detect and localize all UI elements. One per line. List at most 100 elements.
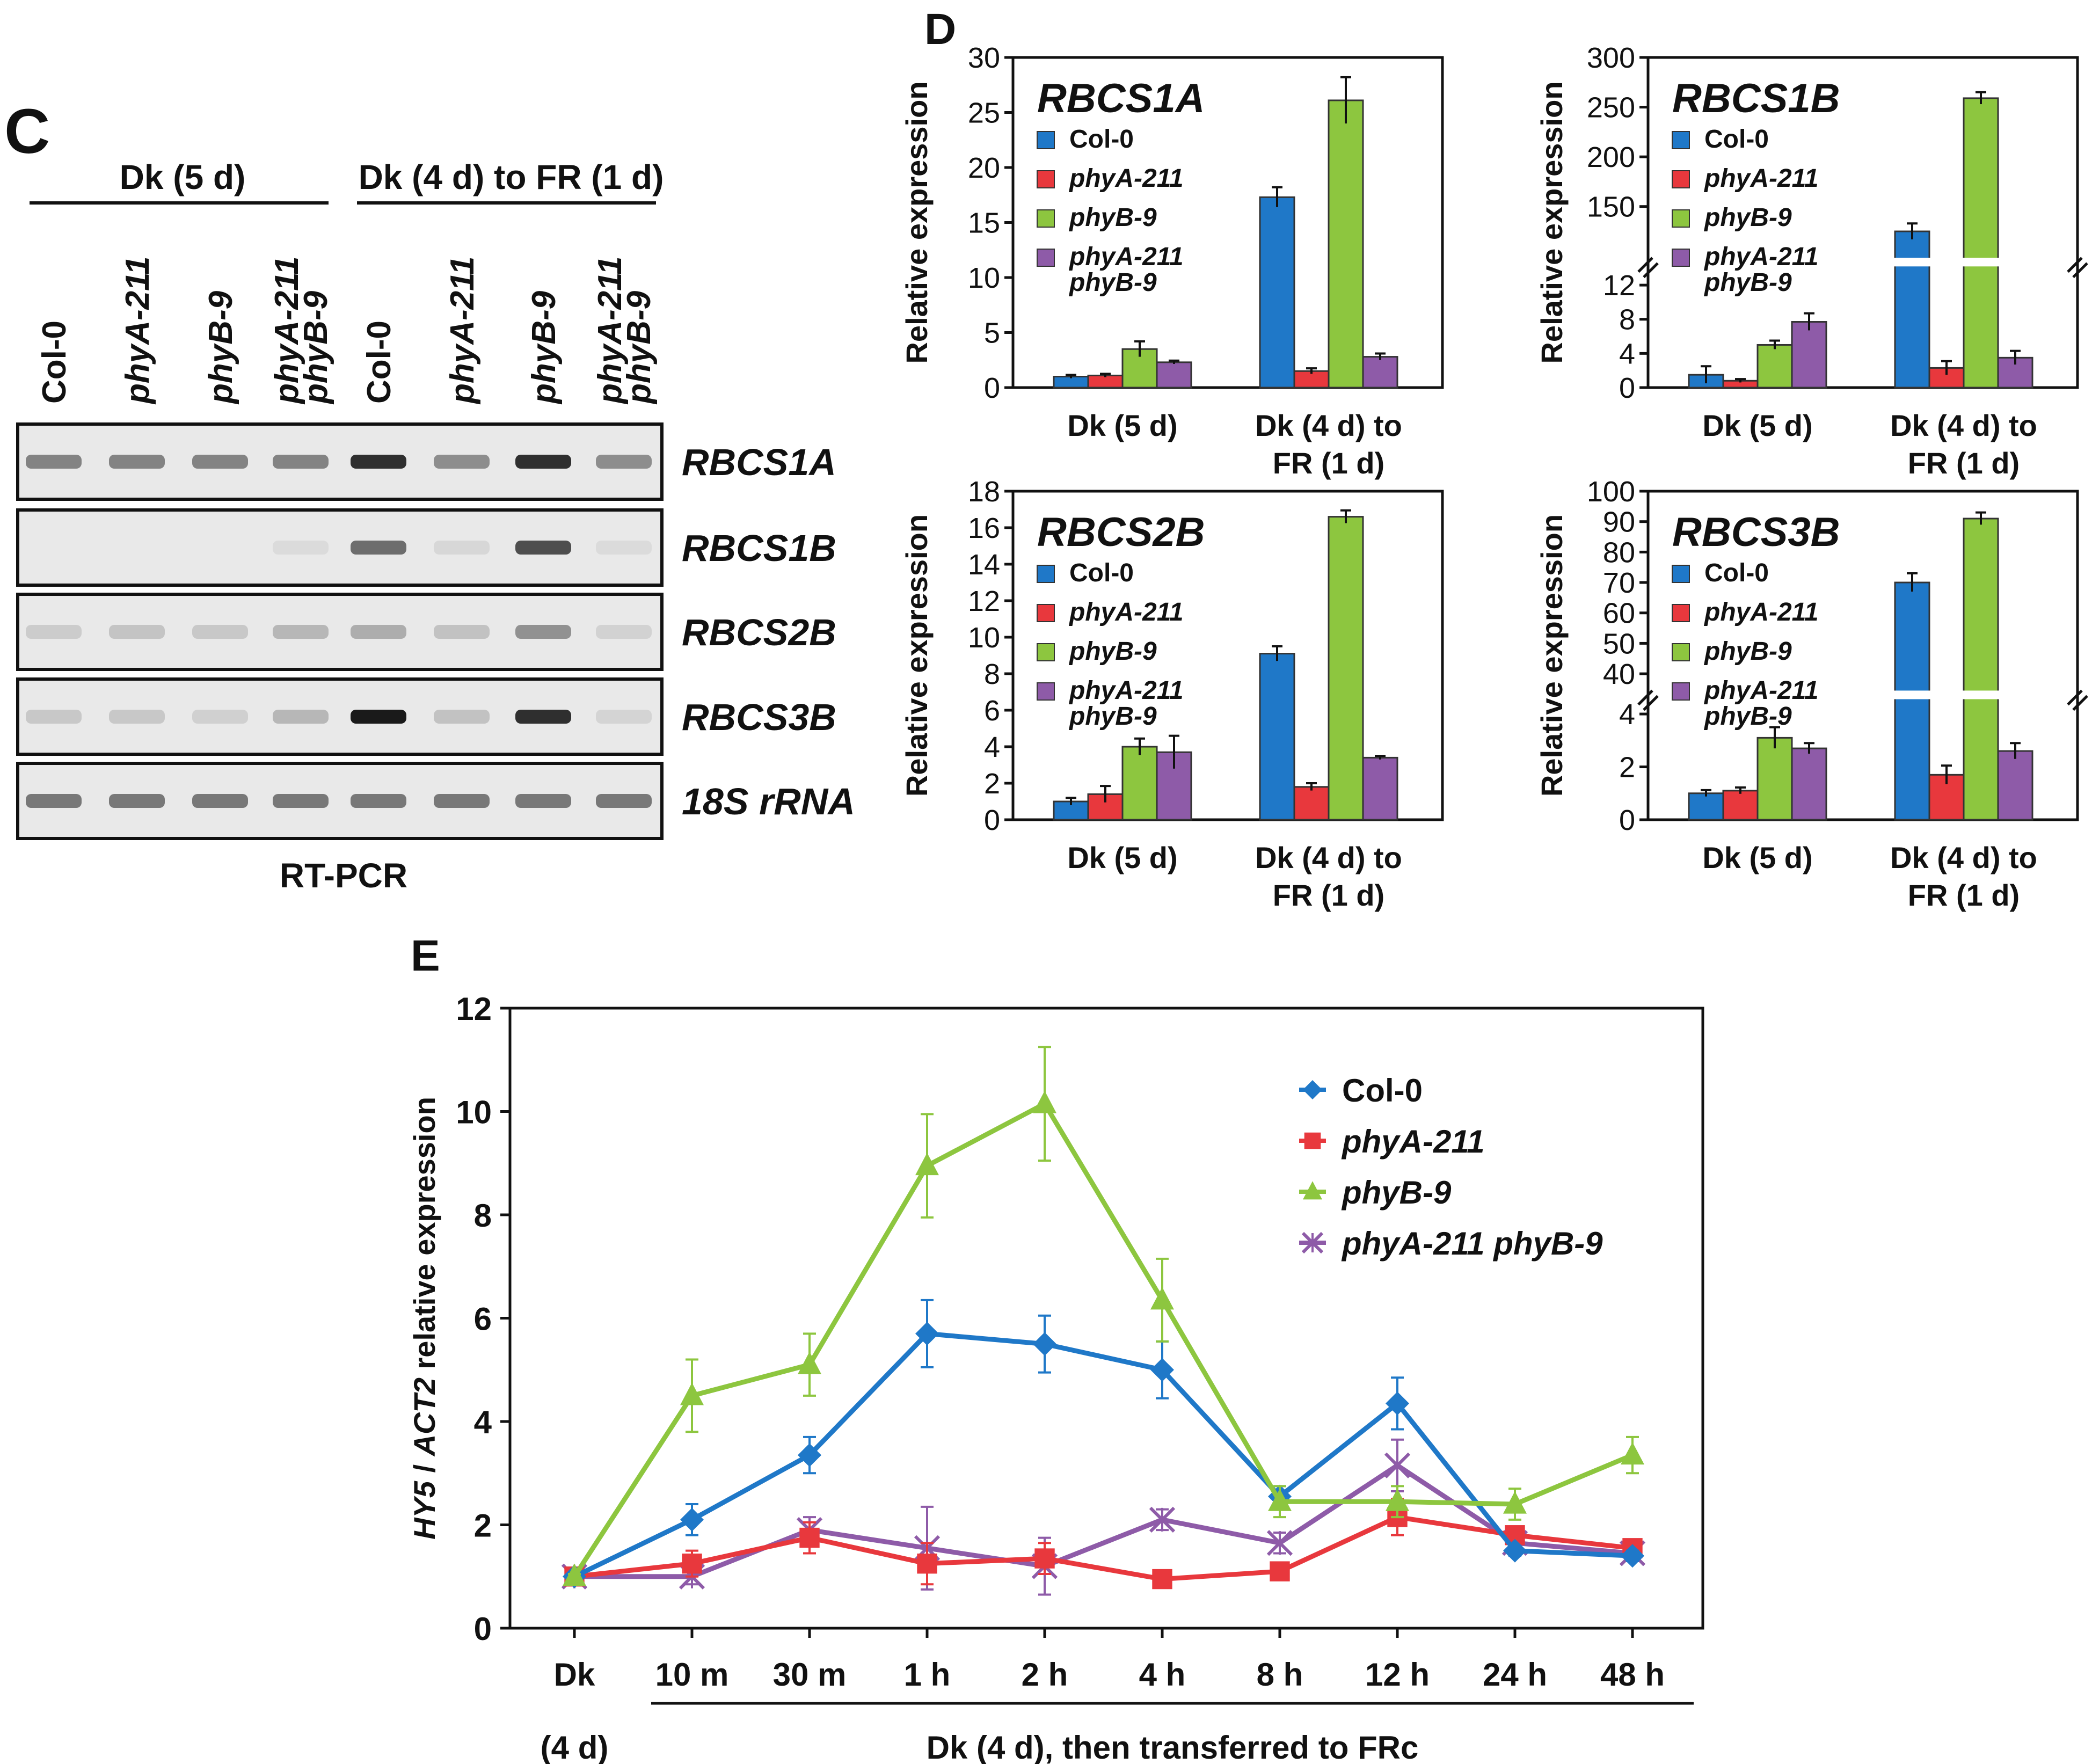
category-label: FR (1 d) [1908,878,2020,912]
category-label: FR (1 d) [1273,446,1384,480]
legend-swatch [1037,209,1055,228]
y-tick-label: 14 [968,549,1000,581]
y-tick-label: 250 [1587,92,1635,124]
legend-label: phyA-211 [1703,676,1819,705]
category-label: FR (1 d) [1273,878,1384,912]
legend-label: phyA-211 [1703,164,1819,193]
data-point [1152,1569,1172,1590]
gel-band [109,794,165,808]
y-tick-label: 15 [968,207,1000,239]
y-tick-label: 4 [1619,338,1635,370]
gel-band [109,710,165,724]
gel-band [515,625,571,639]
y-tick-label: 8 [474,1198,492,1234]
x-tick-label: 2 h [1022,1657,1068,1693]
series-line [574,1514,1633,1582]
data-point [1386,1488,1409,1511]
gel-band [109,625,165,639]
gel-band [515,794,571,808]
y-tick-label: 70 [1603,567,1635,599]
lane-label: Col-0 [36,320,73,404]
bar-chart-rbcs1a: 0 5 10 15 20 25 30 Relative expression Dk (5 d) D… [900,42,1444,480]
y-tick-label: 6 [474,1301,492,1337]
data-point [563,1563,586,1586]
bar [1087,374,1124,389]
legend-label: phyB-9 [1341,1175,1452,1211]
bar [1894,581,1930,821]
legend-label: phyA-211 phyB-9 [1341,1226,1603,1262]
gel-band [515,710,571,724]
gene-label-rbcs1b: RBCS1B [682,527,836,569]
legend-swatch [1672,170,1690,188]
data-point [917,1553,937,1574]
gel-band [596,541,652,555]
panel-e-line-chart: E 0 2 4 6 8 10 12 HY5 / ACT2 relative expressio… [407,931,1704,1764]
y-axis-label-part: HY5 [407,1481,441,1540]
gel-rows: RBCS1A RBCS1B RBCS2B RBCS3B 18S rRNA [16,422,855,840]
bar [1791,747,1827,821]
gel-band [515,455,571,469]
bar [1722,790,1759,821]
y-tick-label: 10 [456,1095,492,1131]
category-label: Dk (5 d) [1702,409,1812,442]
gene-label-rbcs2b: RBCS2B [682,611,836,653]
gel-band [26,794,82,808]
series-phya-211 [564,1498,1643,1590]
gel-band [596,794,652,808]
bar-chart-rbcs2b: 0 2 4 6 8 10 12 14 16 18 Relative expression Dk (5 … [900,476,1444,912]
bar [1963,97,1999,389]
legend-label: Col-0 [1342,1073,1423,1109]
y-tick-label: 200 [1587,141,1635,173]
group-label-dark: Dk (5 d) [120,158,246,196]
plot-frame [1011,490,1444,821]
gel-band [434,625,490,639]
y-axis-label-part: relative expression [407,1097,441,1377]
data-point [680,1507,704,1532]
x-tick-label: 12 h [1365,1657,1430,1693]
legend-label: phyA-211 [1068,598,1184,626]
y-tick-label: 40 [1603,658,1635,690]
gel-band [273,794,329,808]
legend-label: phyB-9 [1703,702,1792,731]
data-point [1301,1231,1324,1254]
data-point [1270,1561,1290,1581]
axis-break-mark [1637,257,1653,273]
y-tick-label: 20 [968,152,1000,184]
lane-label: Col-0 [361,320,398,404]
category-label: Dk (4 d) to [1890,409,2037,442]
legend-label: phyB-9 [1703,268,1792,297]
gene-label-rbcs1a: RBCS1A [682,441,836,483]
y-axis-label: Relative expression [900,514,934,797]
data-point [1033,1090,1056,1113]
category-label: FR (1 d) [1908,446,2020,480]
bar [1328,99,1364,389]
category-label: Dk (4 d) to [1255,841,1402,874]
lane-label-line: Col-0 [361,320,398,404]
bar [1293,786,1330,821]
category-label: Dk (5 d) [1067,841,1177,874]
gene-label-18s-rrna: 18S rRNA [682,781,855,822]
data-point [1621,1442,1644,1465]
legend-label: Col-0 [1704,125,1769,154]
gel-band [273,455,329,469]
category-label: Dk (5 d) [1067,409,1177,442]
data-point [1621,1544,1644,1568]
y-tick-label: 25 [968,97,1000,129]
x-tick-label: 8 h [1257,1657,1303,1693]
data-point [1303,1181,1322,1200]
legend-label: phyB-9 [1068,702,1157,731]
y-tick-label: 8 [1619,304,1635,336]
legend-label: phyB-9 [1703,637,1792,666]
y-tick-label: 0 [474,1611,492,1647]
gel-band [596,455,652,469]
gel-band [515,541,571,555]
series-line [574,1463,1633,1579]
y-tick-label: 5 [984,317,1000,349]
axis-break-mark [2072,695,2088,711]
category-label: Dk (5 d) [1702,841,1812,874]
bar [1688,792,1724,821]
axis-break-gap [1650,690,2076,699]
